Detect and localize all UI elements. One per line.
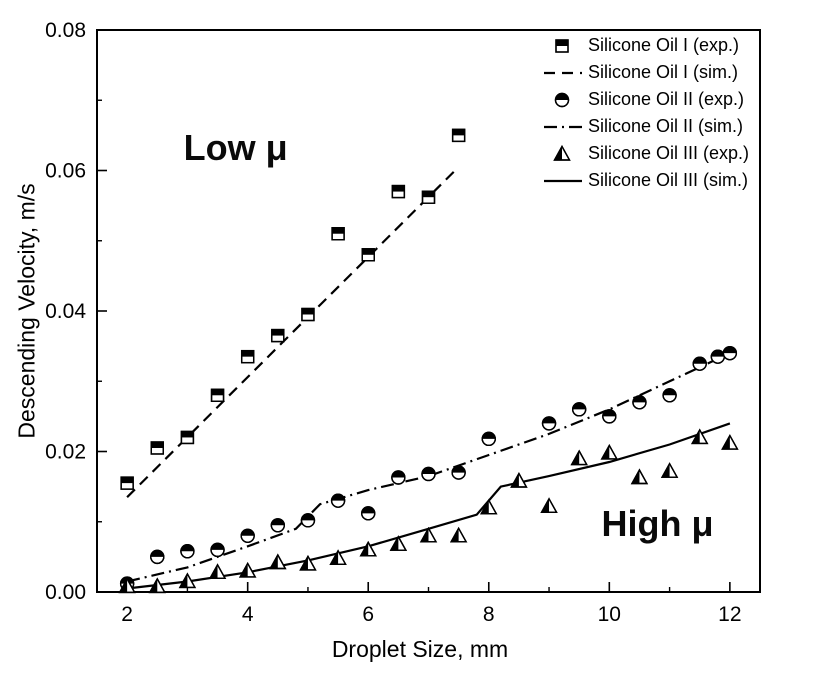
y-tick-label: 0.04 (45, 300, 86, 323)
triangle-legend-swatch-icon (540, 143, 588, 165)
square-legend-swatch-icon (540, 35, 588, 57)
x-tick-label: 8 (483, 603, 495, 626)
series-silicone-oil-i-sim (126, 166, 460, 498)
legend-item: Silicone Oil I (exp.) (540, 32, 749, 59)
series-silicone-oil-ii-exp (119, 345, 738, 591)
dashed-legend-swatch-icon (540, 62, 588, 84)
legend-label: Silicone Oil I (sim.) (588, 62, 739, 82)
series-silicone-oil-iii-sim (126, 422, 731, 590)
plot-frame (96, 29, 761, 593)
legend-item: Silicone Oil I (sim.) (540, 59, 749, 86)
y-tick-label: 0.00 (45, 581, 86, 604)
series-silicone-oil-i-exp (120, 128, 466, 490)
legend-item: Silicone Oil III (sim.) (540, 167, 749, 194)
legend-label: Silicone Oil II (exp.) (588, 89, 745, 109)
y-tick-label: 0.08 (45, 19, 86, 42)
legend-label: Silicone Oil III (sim.) (588, 170, 749, 190)
legend-item: Silicone Oil II (exp.) (540, 86, 749, 113)
circle-legend-swatch-icon (540, 89, 588, 111)
legend: Silicone Oil I (exp.) Silicone Oil I (sim… (540, 32, 749, 194)
x-tick-label: 12 (718, 603, 741, 626)
series-silicone-oil-iii-exp (118, 428, 739, 594)
x-tick-label: 4 (242, 603, 254, 626)
y-tick-label: 0.02 (45, 441, 86, 464)
legend-label: Silicone Oil III (exp.) (588, 143, 750, 163)
x-axis-title: Droplet Size, mm (331, 636, 509, 662)
x-tick-label: 2 (121, 603, 133, 626)
legend-item: Silicone Oil II (sim.) (540, 113, 749, 140)
y-axis-title: Descending Velocity, m/s (13, 183, 40, 439)
annotation: High μ (602, 503, 714, 544)
y-tick-label: 0.06 (45, 160, 86, 183)
x-tick-label: 10 (598, 603, 621, 626)
legend-label: Silicone Oil II (sim.) (588, 116, 744, 136)
solid-legend-swatch-icon (540, 170, 588, 192)
legend-item: Silicone Oil III (exp.) (540, 140, 749, 167)
dashdot-legend-swatch-icon (540, 116, 588, 138)
legend-label: Silicone Oil I (exp.) (588, 35, 740, 55)
annotation: Low μ (184, 127, 288, 168)
x-tick-label: 6 (362, 603, 374, 626)
series-silicone-oil-ii-sim (126, 352, 731, 583)
